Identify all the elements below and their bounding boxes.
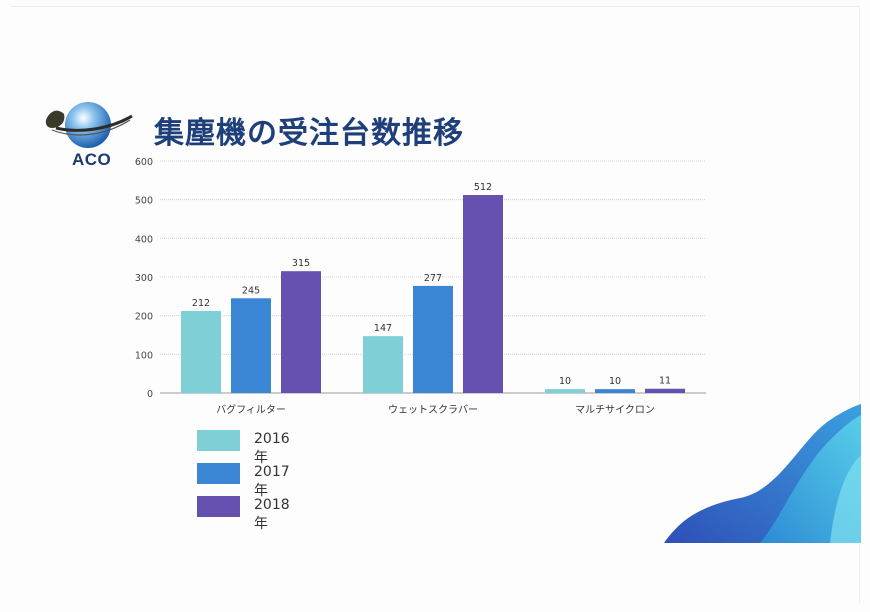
y-tick-label: 0	[147, 389, 153, 400]
aco-logo-text: ACO	[72, 150, 112, 169]
bar	[463, 195, 503, 393]
x-category-label: マルチサイクロン	[575, 404, 655, 416]
data-label: 315	[292, 258, 310, 269]
legend-label-2016: 2016年	[254, 431, 290, 466]
data-label: 147	[374, 323, 392, 334]
data-label: 10	[609, 376, 621, 387]
data-label: 245	[242, 285, 260, 296]
bar	[595, 389, 635, 393]
data-label: 277	[424, 273, 442, 284]
legend-label-2018: 2018年	[254, 497, 290, 532]
data-label: 212	[192, 298, 210, 309]
bar	[413, 285, 453, 393]
y-tick-label: 500	[135, 196, 153, 207]
x-category-label: ウェットスクラバー	[388, 404, 478, 416]
legend-swatch-2017	[197, 463, 240, 484]
y-tick-label: 300	[135, 273, 153, 284]
page-title: 集塵機の受注台数推移	[154, 116, 464, 151]
bar	[645, 388, 685, 393]
legend-swatch-2016	[197, 430, 240, 451]
bar	[281, 271, 321, 393]
data-label: 512	[474, 182, 492, 193]
legend-swatch-2018	[197, 496, 240, 517]
x-category-label: バグフィルター	[216, 403, 286, 416]
aco-globe-logo-icon	[45, 102, 133, 148]
y-tick-label: 600	[135, 157, 153, 168]
bar	[181, 311, 221, 393]
y-tick-label: 200	[135, 312, 153, 323]
legend-label-2017: 2017年	[254, 464, 290, 499]
y-tick-label: 100	[135, 350, 153, 361]
bar	[363, 336, 403, 393]
data-label: 11	[659, 376, 671, 387]
bar	[545, 389, 585, 393]
y-tick-label: 400	[135, 234, 153, 245]
data-label: 10	[559, 376, 571, 387]
bar	[231, 298, 271, 393]
